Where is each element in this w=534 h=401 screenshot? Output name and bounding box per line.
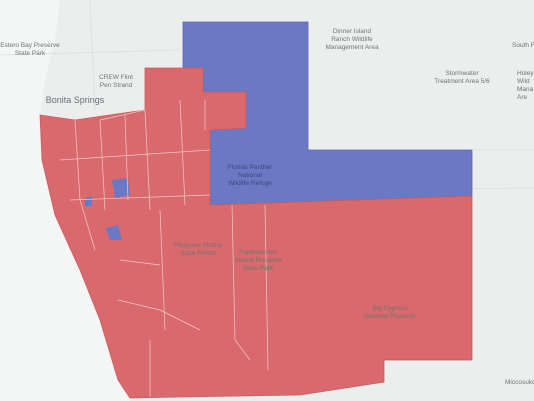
place-label: Management Area — [325, 44, 379, 51]
place-label: Florida Panther — [228, 164, 273, 171]
place-label: Picayune Strand — [174, 242, 222, 249]
blue-precinct — [85, 196, 92, 206]
place-label: Holey — [517, 70, 534, 77]
blue-precinct — [112, 178, 130, 198]
place-label: Miccosuke — [505, 379, 534, 386]
place-label: Wild — [517, 78, 530, 85]
precinct-boundaries — [59, 99, 269, 397]
place-label: Bonita Springs — [46, 95, 105, 105]
place-label: Dinner Island — [333, 28, 372, 35]
place-label: Estero Bay Preserve — [0, 42, 60, 49]
water — [0, 0, 130, 401]
place-label: Pen Strand — [100, 82, 133, 89]
place-label: Are — [517, 94, 528, 101]
place-label: State Forest — [180, 250, 216, 257]
place-label: Mana — [517, 86, 534, 93]
place-label: Big Cypress — [372, 305, 408, 312]
place-label: Fakahatchee — [239, 249, 277, 256]
place-label: Ranch Wildlife — [331, 36, 373, 43]
place-label: Wildlife Refuge — [228, 180, 272, 187]
place-label: State Park — [15, 50, 46, 57]
blue-precinct — [106, 225, 122, 240]
place-label: South Fl — [512, 42, 534, 49]
place-label: Stormwater — [445, 70, 479, 77]
place-label: Treatment Area 5/6 — [434, 78, 490, 85]
place-label: National — [238, 172, 262, 179]
place-label: National Preserve — [364, 313, 416, 320]
place-label: Strand Preserve — [235, 257, 282, 264]
place-label: State Park — [243, 265, 274, 272]
red-region — [39, 67, 473, 399]
place-label: CREW Flint — [99, 74, 133, 81]
